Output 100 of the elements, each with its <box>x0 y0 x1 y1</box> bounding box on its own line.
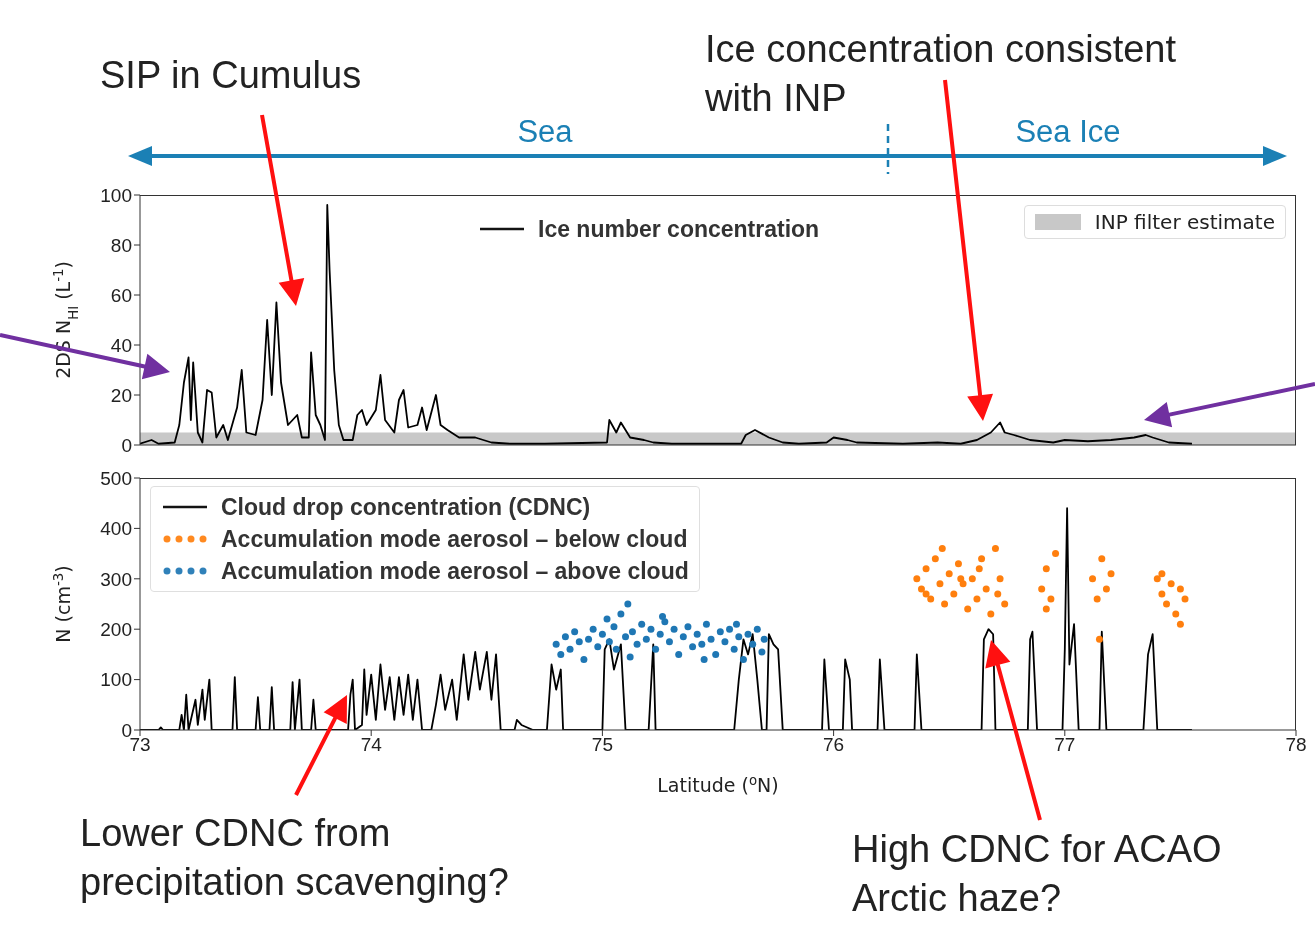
point <box>987 610 995 618</box>
point <box>603 615 611 623</box>
point <box>1167 580 1175 588</box>
point <box>1153 575 1161 583</box>
point <box>700 655 708 663</box>
point <box>922 565 930 573</box>
text: High CDNC for ACAO Arctic haze? <box>852 828 1222 920</box>
point <box>950 590 958 598</box>
point <box>922 590 930 598</box>
point <box>642 635 650 643</box>
y-tick-label: 40 <box>110 334 132 356</box>
point <box>1172 610 1180 618</box>
point <box>913 575 921 583</box>
point <box>638 620 646 628</box>
y-tick-label: 100 <box>100 669 132 691</box>
point <box>585 635 593 643</box>
point <box>617 610 625 618</box>
point <box>994 590 1002 598</box>
point <box>605 638 613 646</box>
point <box>656 630 664 638</box>
point <box>1047 595 1055 603</box>
point <box>975 565 983 573</box>
point <box>735 633 743 641</box>
point <box>927 595 935 603</box>
point <box>968 575 976 583</box>
point <box>571 628 579 636</box>
x-tick-label: 78 <box>1285 734 1307 756</box>
point <box>1042 605 1050 613</box>
point <box>1052 550 1060 558</box>
point <box>624 600 632 608</box>
point <box>647 625 655 633</box>
text: SIP in Cumulus <box>100 54 362 96</box>
point <box>622 633 630 641</box>
point <box>679 633 687 641</box>
y-tick-label: 200 <box>100 618 132 640</box>
point <box>1038 585 1046 593</box>
y-tick-label: 500 <box>100 467 132 489</box>
point <box>1001 600 1009 608</box>
point <box>610 623 618 631</box>
point <box>758 648 766 656</box>
point <box>1107 570 1115 578</box>
point <box>659 613 667 621</box>
y-tick-label: 100 <box>100 184 132 206</box>
x-tick-label: 74 <box>360 734 383 756</box>
point <box>552 640 560 648</box>
point <box>675 650 683 658</box>
legend-label: Accumulation mode aerosol – below cloud <box>221 525 688 554</box>
point <box>964 605 972 613</box>
point <box>665 638 673 646</box>
point <box>693 630 701 638</box>
point <box>982 585 990 593</box>
legend-label: Ice number concentration <box>538 215 820 244</box>
point <box>991 545 999 553</box>
point <box>941 600 949 608</box>
point <box>652 645 660 653</box>
point <box>612 645 620 653</box>
point <box>1098 555 1106 563</box>
point <box>978 555 986 563</box>
point <box>957 575 965 583</box>
point <box>598 630 606 638</box>
point <box>938 545 946 553</box>
legend-label: Cloud drop concentration (CDNC) <box>221 493 591 522</box>
point <box>1089 575 1097 583</box>
legend-label: INP filter estimate <box>1094 210 1275 234</box>
point <box>566 645 574 653</box>
point <box>702 620 710 628</box>
point <box>730 645 738 653</box>
point <box>760 635 768 643</box>
point <box>716 628 724 636</box>
point <box>628 628 636 636</box>
point <box>954 560 962 568</box>
point <box>1163 600 1171 608</box>
x-axis-title: Latitude ($^{o}$N) <box>657 772 779 796</box>
point <box>739 655 747 663</box>
point <box>733 620 740 628</box>
point <box>945 570 953 578</box>
y-tick-label: 300 <box>100 568 132 590</box>
point <box>594 643 602 651</box>
y-tick-label: 20 <box>110 384 132 406</box>
point <box>580 655 588 663</box>
y-tick-label: 0 <box>121 434 132 456</box>
point <box>1176 585 1184 593</box>
point <box>1095 635 1103 643</box>
point <box>684 623 692 631</box>
point <box>1102 585 1110 593</box>
point <box>744 630 752 638</box>
point <box>917 585 925 593</box>
point <box>626 653 634 661</box>
point <box>589 625 597 633</box>
point <box>557 650 565 658</box>
x-tick-label: 77 <box>1054 734 1076 756</box>
x-tick-label: 76 <box>823 734 845 756</box>
point <box>996 575 1004 583</box>
x-tick-label: 75 <box>591 734 613 756</box>
point <box>689 643 697 651</box>
point <box>698 640 706 648</box>
y-tick-label: 400 <box>100 518 132 540</box>
point <box>749 640 757 648</box>
point <box>633 640 641 648</box>
point <box>931 555 939 563</box>
